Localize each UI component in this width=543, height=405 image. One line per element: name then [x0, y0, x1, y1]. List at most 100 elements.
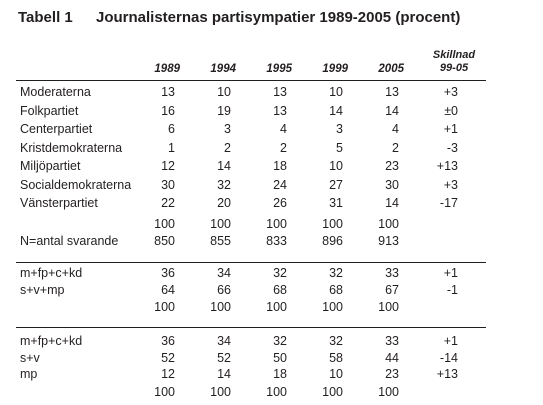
row-label: Kristdemokraterna [20, 140, 123, 155]
col-header-1999: 1999 [322, 63, 348, 75]
row-label: N=antal svarande [20, 234, 119, 248]
table-cell: 13 [385, 85, 399, 99]
table-cell: 2 [280, 140, 287, 155]
table-cell: 2 [392, 140, 399, 155]
table-cell: 67 [385, 282, 399, 297]
diff-cell: ±0 [444, 103, 458, 118]
table-cell: 14 [385, 196, 399, 210]
table-cell: 20 [217, 196, 231, 210]
header-rule [16, 80, 486, 81]
table-cell: 32 [329, 334, 343, 348]
diff-cell: -1 [446, 282, 458, 297]
table-cell: 32 [273, 334, 287, 348]
row-label: m+fp+c+kd [20, 334, 83, 348]
col-header-1994: 1994 [210, 63, 236, 75]
table-cell: 896 [322, 234, 343, 248]
table-cell: 850 [154, 234, 175, 248]
table-cell: 100 [378, 385, 399, 399]
table-cell: 52 [217, 350, 231, 365]
table-cell: 27 [329, 177, 343, 192]
row-label: Socialdemokraterna [20, 177, 132, 192]
table-cell: 44 [385, 350, 399, 365]
table-cell: 4 [392, 122, 399, 136]
table-cell: 14 [329, 103, 343, 118]
table-cell: 10 [329, 159, 343, 173]
table-cell: 36 [161, 334, 175, 348]
table-row: Moderaterna 13 10 13 10 13 +3 [0, 83, 543, 101]
col-header-diff: Skillnad 99-05 [418, 49, 490, 75]
table-cell: 68 [273, 282, 287, 297]
table-cell: 22 [161, 196, 175, 210]
row-label: Centerpartiet [20, 122, 93, 136]
table-cell: 3 [224, 122, 231, 136]
table-cell: 16 [161, 103, 175, 118]
table-cell: 18 [273, 159, 287, 173]
table-cell: 4 [280, 122, 287, 136]
table-cell: 64 [161, 282, 175, 297]
table-row: Kristdemokraterna 1 2 2 5 2 -3 [0, 139, 543, 157]
table-number: Tabell 1 [18, 9, 73, 26]
table-cell: 31 [329, 196, 343, 210]
table-cell: 100 [322, 300, 343, 314]
table-cell: 6 [168, 122, 175, 136]
table-cell: 52 [161, 350, 175, 365]
row-label: Miljöpartiet [20, 159, 81, 173]
table-cell: 30 [385, 177, 399, 192]
row-label: Moderaterna [20, 85, 91, 99]
table-cell: 100 [266, 217, 287, 231]
table-cell: 26 [273, 196, 287, 210]
table-row: m+fp+c+kd 36 34 32 32 33 +1 [0, 332, 543, 350]
table-cell: 58 [329, 350, 343, 365]
table-cell: 66 [217, 282, 231, 297]
diff-header-line1: Skillnad [432, 49, 476, 61]
table-caption: Journalisternas partisympatier 1989-2005… [96, 9, 461, 26]
table-cell: 100 [266, 385, 287, 399]
table-row: Centerpartiet 6 3 4 3 4 +1 [0, 120, 543, 138]
table-cell: 32 [217, 177, 231, 192]
col-header-2005: 2005 [378, 63, 404, 75]
table-cell: 100 [154, 300, 175, 314]
table-cell: 13 [161, 85, 175, 99]
table-cell: 833 [266, 234, 287, 248]
diff-cell: +3 [443, 177, 458, 192]
table-cell: 24 [273, 177, 287, 192]
diff-cell: +13 [436, 367, 458, 381]
table-cell: 2 [224, 140, 231, 155]
table-cell: 12 [161, 159, 175, 173]
diff-cell: -14 [439, 350, 458, 365]
table-cell: 100 [378, 300, 399, 314]
table-cell: 12 [161, 367, 175, 381]
diff-header-line2: 99-05 [439, 62, 469, 74]
table-cell: 14 [385, 103, 399, 118]
table-title: Tabell 1 Journalisternas partisympatier 1… [18, 9, 460, 26]
table-cell: 23 [385, 159, 399, 173]
col-header-1989: 1989 [154, 63, 180, 75]
table-cell: 100 [210, 300, 231, 314]
table-row: Vänsterpartiet 22 20 26 31 14 -17 [0, 194, 543, 212]
row-label: Folkpartiet [20, 103, 79, 118]
table-cell: 100 [322, 217, 343, 231]
diff-cell: -17 [439, 196, 458, 210]
table-cell: 10 [329, 85, 343, 99]
table-cell: 10 [217, 85, 231, 99]
table-cell: 100 [154, 385, 175, 399]
table-cell: 100 [154, 217, 175, 231]
table-cell: 100 [378, 217, 399, 231]
section-rule-2 [16, 262, 486, 263]
table-cell: 33 [385, 266, 399, 280]
table-cell: 19 [217, 103, 231, 118]
table-cell: 18 [273, 367, 287, 381]
table-row: s+v 52 52 50 58 44 -14 [0, 349, 543, 367]
total-row-2: 100 100 100 100 100 [0, 298, 543, 316]
table-cell: 14 [217, 159, 231, 173]
table-cell: 100 [210, 385, 231, 399]
diff-cell: +3 [443, 85, 458, 99]
table-cell: 32 [329, 266, 343, 280]
diff-cell: +1 [443, 122, 458, 136]
table-cell: 10 [329, 367, 343, 381]
table-cell: 50 [273, 350, 287, 365]
table-row: mp 12 14 18 10 23 +13 [0, 365, 543, 383]
total-row: 100 100 100 100 100 [0, 215, 543, 233]
table-cell: 5 [336, 140, 343, 155]
total-row-3: 100 100 100 100 100 [0, 383, 543, 401]
